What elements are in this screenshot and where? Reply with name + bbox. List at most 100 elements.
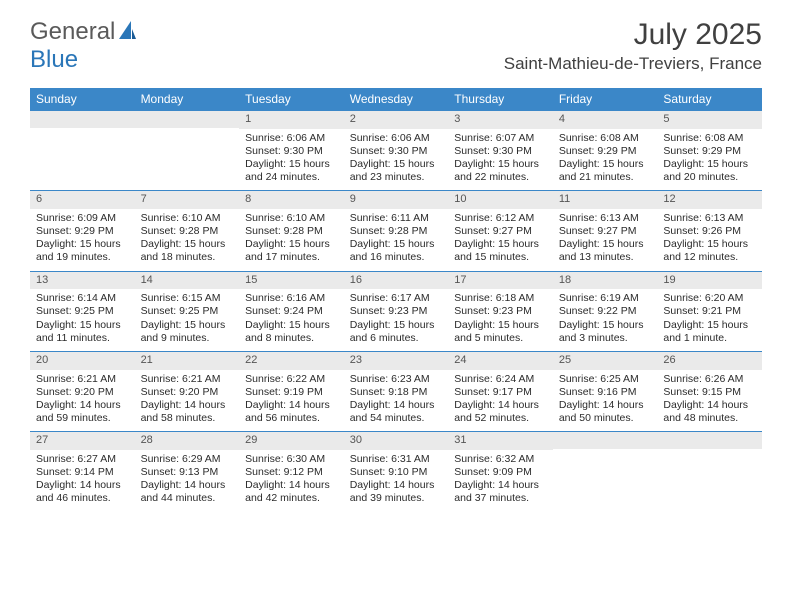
day-details: Sunrise: 6:23 AMSunset: 9:18 PMDaylight:… [344,370,449,432]
day-cell: 18Sunrise: 6:19 AMSunset: 9:22 PMDayligh… [553,272,658,351]
logo-subline: Blue [30,46,78,74]
day-number: 27 [30,432,135,450]
sunrise-line: Sunrise: 6:12 AM [454,212,547,225]
sunrise-line: Sunrise: 6:10 AM [141,212,234,225]
sunrise-line: Sunrise: 6:29 AM [141,453,234,466]
day-number: 12 [657,191,762,209]
day-number: 1 [239,111,344,129]
daylight-line: Daylight: 14 hours and 42 minutes. [245,479,338,505]
daylight-line: Daylight: 15 hours and 15 minutes. [454,238,547,264]
day-number: 3 [448,111,553,129]
day-details: Sunrise: 6:14 AMSunset: 9:25 PMDaylight:… [30,289,135,351]
sunset-line: Sunset: 9:20 PM [36,386,129,399]
sunrise-line: Sunrise: 6:13 AM [559,212,652,225]
sunrise-line: Sunrise: 6:25 AM [559,373,652,386]
daylight-line: Daylight: 15 hours and 8 minutes. [245,319,338,345]
sunset-line: Sunset: 9:09 PM [454,466,547,479]
day-cell: 3Sunrise: 6:07 AMSunset: 9:30 PMDaylight… [448,111,553,190]
day-details: Sunrise: 6:32 AMSunset: 9:09 PMDaylight:… [448,450,553,512]
sunrise-line: Sunrise: 6:08 AM [663,132,756,145]
day-details: Sunrise: 6:15 AMSunset: 9:25 PMDaylight:… [135,289,240,351]
day-details: Sunrise: 6:27 AMSunset: 9:14 PMDaylight:… [30,450,135,512]
day-number: 25 [553,352,658,370]
day-details: Sunrise: 6:10 AMSunset: 9:28 PMDaylight:… [239,209,344,271]
day-cell: 17Sunrise: 6:18 AMSunset: 9:23 PMDayligh… [448,272,553,351]
sunrise-line: Sunrise: 6:11 AM [350,212,443,225]
sunset-line: Sunset: 9:25 PM [36,305,129,318]
day-cell: 29Sunrise: 6:30 AMSunset: 9:12 PMDayligh… [239,432,344,511]
day-number: 21 [135,352,240,370]
day-details: Sunrise: 6:12 AMSunset: 9:27 PMDaylight:… [448,209,553,271]
day-number: 30 [344,432,449,450]
daylight-line: Daylight: 15 hours and 6 minutes. [350,319,443,345]
sunrise-line: Sunrise: 6:06 AM [245,132,338,145]
day-details: Sunrise: 6:29 AMSunset: 9:13 PMDaylight:… [135,450,240,512]
sunset-line: Sunset: 9:24 PM [245,305,338,318]
day-details: Sunrise: 6:21 AMSunset: 9:20 PMDaylight:… [30,370,135,432]
day-header: Tuesday [239,88,344,110]
day-details: Sunrise: 6:08 AMSunset: 9:29 PMDaylight:… [657,129,762,191]
sunset-line: Sunset: 9:30 PM [245,145,338,158]
week-row: 6Sunrise: 6:09 AMSunset: 9:29 PMDaylight… [30,190,762,270]
daylight-line: Daylight: 15 hours and 18 minutes. [141,238,234,264]
day-cell: 1Sunrise: 6:06 AMSunset: 9:30 PMDaylight… [239,111,344,190]
day-details: Sunrise: 6:13 AMSunset: 9:26 PMDaylight:… [657,209,762,271]
logo: General [30,18,138,46]
empty-cell [135,111,240,190]
daylight-line: Daylight: 14 hours and 56 minutes. [245,399,338,425]
day-header: Wednesday [344,88,449,110]
sunset-line: Sunset: 9:23 PM [350,305,443,318]
daylight-line: Daylight: 14 hours and 44 minutes. [141,479,234,505]
day-cell: 26Sunrise: 6:26 AMSunset: 9:15 PMDayligh… [657,352,762,431]
day-cell: 4Sunrise: 6:08 AMSunset: 9:29 PMDaylight… [553,111,658,190]
day-cell: 2Sunrise: 6:06 AMSunset: 9:30 PMDaylight… [344,111,449,190]
sunset-line: Sunset: 9:28 PM [141,225,234,238]
day-details: Sunrise: 6:06 AMSunset: 9:30 PMDaylight:… [239,129,344,191]
sunrise-line: Sunrise: 6:20 AM [663,292,756,305]
day-cell: 21Sunrise: 6:21 AMSunset: 9:20 PMDayligh… [135,352,240,431]
sunrise-line: Sunrise: 6:26 AM [663,373,756,386]
daylight-line: Daylight: 15 hours and 9 minutes. [141,319,234,345]
day-cell: 7Sunrise: 6:10 AMSunset: 9:28 PMDaylight… [135,191,240,270]
empty-cell [30,111,135,190]
header: General July 2025 Saint-Mathieu-de-Trevi… [0,0,792,80]
sunset-line: Sunset: 9:27 PM [559,225,652,238]
day-cell: 13Sunrise: 6:14 AMSunset: 9:25 PMDayligh… [30,272,135,351]
sunset-line: Sunset: 9:27 PM [454,225,547,238]
sunrise-line: Sunrise: 6:08 AM [559,132,652,145]
sunset-line: Sunset: 9:13 PM [141,466,234,479]
sunrise-line: Sunrise: 6:24 AM [454,373,547,386]
day-number: 2 [344,111,449,129]
day-number: 8 [239,191,344,209]
daylight-line: Daylight: 15 hours and 3 minutes. [559,319,652,345]
day-header: Thursday [448,88,553,110]
logo-text-general: General [30,18,115,46]
sunset-line: Sunset: 9:21 PM [663,305,756,318]
week-row: 13Sunrise: 6:14 AMSunset: 9:25 PMDayligh… [30,271,762,351]
daylight-line: Daylight: 15 hours and 11 minutes. [36,319,129,345]
day-details: Sunrise: 6:22 AMSunset: 9:19 PMDaylight:… [239,370,344,432]
day-number: 29 [239,432,344,450]
sunset-line: Sunset: 9:18 PM [350,386,443,399]
daylight-line: Daylight: 15 hours and 24 minutes. [245,158,338,184]
sunset-line: Sunset: 9:26 PM [663,225,756,238]
day-number: 15 [239,272,344,290]
day-cell: 16 Sunrise: 6:17 AMSunset: 9:23 PMDayligh… [344,272,449,351]
daylight-line: Daylight: 14 hours and 46 minutes. [36,479,129,505]
sunset-line: Sunset: 9:22 PM [559,305,652,318]
day-cell: 27Sunrise: 6:27 AMSunset: 9:14 PMDayligh… [30,432,135,511]
sunrise-line: Sunrise: 6:09 AM [36,212,129,225]
week-row: 27Sunrise: 6:27 AMSunset: 9:14 PMDayligh… [30,431,762,511]
daylight-line: Daylight: 14 hours and 54 minutes. [350,399,443,425]
day-cell: 6Sunrise: 6:09 AMSunset: 9:29 PMDaylight… [30,191,135,270]
sunrise-line: Sunrise: 6:06 AM [350,132,443,145]
day-details: Sunrise: 6:20 AMSunset: 9:21 PMDaylight:… [657,289,762,351]
empty-cell [657,432,762,511]
sunrise-line: Sunrise: 6:13 AM [663,212,756,225]
day-details: Sunrise: 6:30 AMSunset: 9:12 PMDaylight:… [239,450,344,512]
day-details: Sunrise: 6:08 AMSunset: 9:29 PMDaylight:… [553,129,658,191]
day-number: 16 [344,272,449,290]
sunrise-line: Sunrise: 6:17 AM [350,292,443,305]
day-details: Sunrise: 6:07 AMSunset: 9:30 PMDaylight:… [448,129,553,191]
day-cell: 9Sunrise: 6:11 AMSunset: 9:28 PMDaylight… [344,191,449,270]
